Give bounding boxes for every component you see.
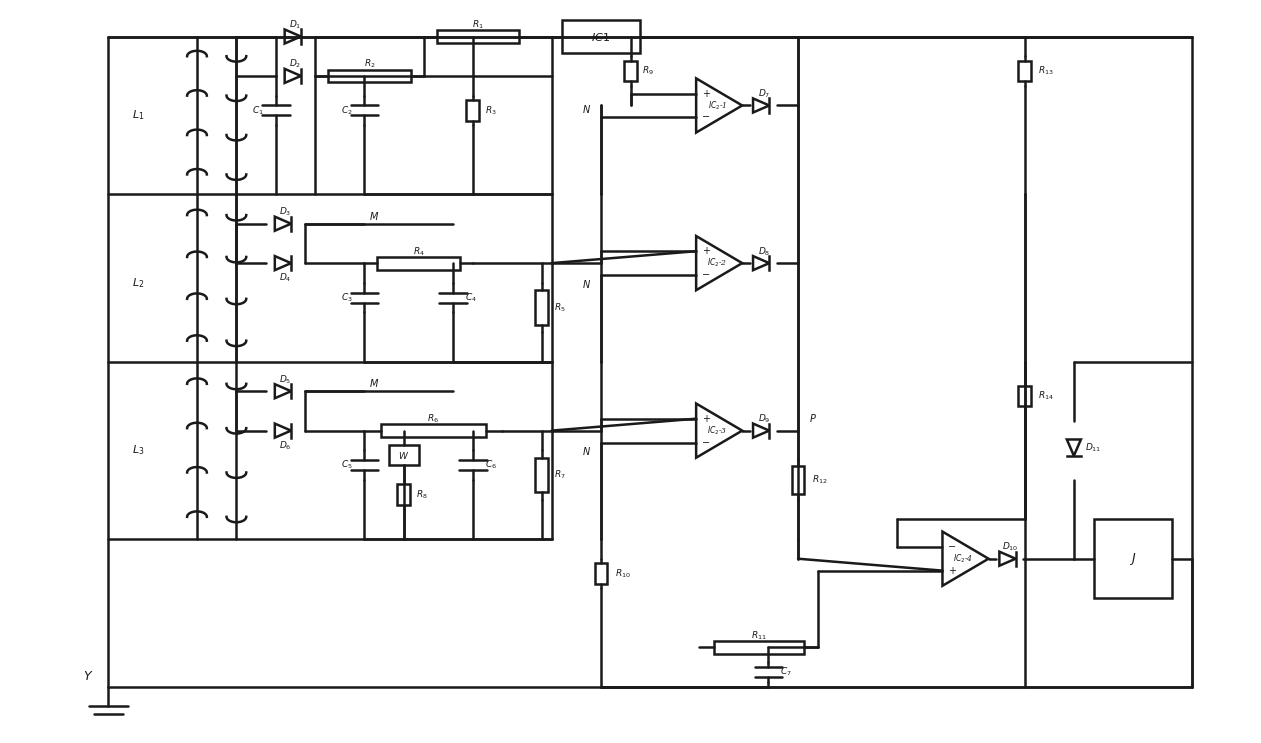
Text: $R_5$: $R_5$ bbox=[554, 301, 565, 314]
Text: $R_{10}$: $R_{10}$ bbox=[614, 567, 630, 580]
Bar bbox=[536, 458, 549, 492]
Text: $L_2$: $L_2$ bbox=[131, 276, 144, 290]
Bar bbox=[594, 563, 608, 584]
Text: $C_4$: $C_4$ bbox=[465, 291, 477, 304]
Text: $D_6$: $D_6$ bbox=[280, 439, 293, 452]
Text: −: − bbox=[702, 112, 710, 123]
Text: $R_{13}$: $R_{13}$ bbox=[1038, 65, 1054, 77]
Polygon shape bbox=[275, 384, 291, 398]
Polygon shape bbox=[285, 69, 301, 83]
Polygon shape bbox=[696, 78, 743, 132]
Text: $IC_2$-3: $IC_2$-3 bbox=[707, 424, 728, 437]
Bar bbox=[397, 484, 410, 505]
Text: $C_3$: $C_3$ bbox=[340, 291, 353, 304]
Text: $L_3$: $L_3$ bbox=[131, 444, 144, 457]
Text: $C_7$: $C_7$ bbox=[781, 666, 792, 678]
Polygon shape bbox=[696, 403, 743, 458]
Polygon shape bbox=[1067, 440, 1081, 455]
Text: $IC_2$-1: $IC_2$-1 bbox=[707, 100, 726, 111]
Polygon shape bbox=[285, 30, 301, 44]
Text: +: + bbox=[702, 246, 710, 256]
Polygon shape bbox=[1000, 551, 1015, 565]
Text: $M$: $M$ bbox=[369, 377, 380, 389]
Text: $IC1$: $IC1$ bbox=[591, 30, 610, 42]
Text: $D_{11}$: $D_{11}$ bbox=[1086, 441, 1102, 454]
Text: $D_5$: $D_5$ bbox=[280, 373, 291, 386]
Bar bbox=[436, 30, 520, 43]
Text: $C_2$: $C_2$ bbox=[340, 104, 353, 117]
Text: $P$: $P$ bbox=[808, 412, 817, 424]
Text: +: + bbox=[702, 414, 710, 424]
Text: $D_9$: $D_9$ bbox=[758, 412, 770, 425]
Text: −: − bbox=[702, 438, 710, 447]
Text: $R_{12}$: $R_{12}$ bbox=[812, 473, 827, 486]
Text: $R_6$: $R_6$ bbox=[427, 412, 439, 425]
Text: $R_7$: $R_7$ bbox=[554, 469, 565, 481]
Bar bbox=[1093, 519, 1173, 598]
Text: −: − bbox=[702, 270, 710, 280]
Polygon shape bbox=[275, 424, 291, 438]
Bar bbox=[390, 445, 419, 465]
Bar bbox=[377, 257, 460, 270]
Text: +: + bbox=[702, 88, 710, 99]
Polygon shape bbox=[275, 256, 291, 270]
Text: $IC_2$-2: $IC_2$-2 bbox=[707, 257, 728, 270]
Text: $C_6$: $C_6$ bbox=[484, 459, 497, 471]
Bar bbox=[467, 100, 479, 121]
Text: $D_2$: $D_2$ bbox=[289, 58, 301, 71]
Bar bbox=[381, 424, 485, 437]
Text: $R_{14}$: $R_{14}$ bbox=[1038, 390, 1054, 403]
Text: $R_1$: $R_1$ bbox=[472, 19, 484, 31]
Text: $N$: $N$ bbox=[581, 278, 590, 290]
Text: $D_4$: $D_4$ bbox=[280, 272, 293, 284]
Bar bbox=[1018, 61, 1031, 81]
Text: +: + bbox=[948, 565, 956, 576]
Text: $R_8$: $R_8$ bbox=[416, 488, 427, 501]
Text: $J$: $J$ bbox=[1130, 551, 1136, 567]
Polygon shape bbox=[696, 236, 743, 291]
Text: $R_9$: $R_9$ bbox=[642, 65, 654, 77]
Text: $Y$: $Y$ bbox=[83, 670, 93, 684]
Text: $C_1$: $C_1$ bbox=[252, 104, 264, 117]
Bar bbox=[561, 20, 641, 53]
Text: $N$: $N$ bbox=[581, 445, 590, 458]
Text: $D_{10}$: $D_{10}$ bbox=[1002, 541, 1019, 553]
Text: $W$: $W$ bbox=[398, 450, 410, 461]
Polygon shape bbox=[753, 256, 769, 270]
Text: $R_3$: $R_3$ bbox=[484, 104, 497, 117]
Polygon shape bbox=[753, 424, 769, 438]
Polygon shape bbox=[753, 98, 769, 112]
Text: $D_8$: $D_8$ bbox=[758, 245, 770, 258]
Text: $R_{11}$: $R_{11}$ bbox=[750, 629, 767, 642]
Polygon shape bbox=[275, 217, 291, 231]
Text: −: − bbox=[948, 542, 956, 552]
Polygon shape bbox=[942, 531, 989, 585]
Text: $N$: $N$ bbox=[581, 103, 590, 114]
Text: $C_5$: $C_5$ bbox=[340, 459, 353, 471]
Text: $M$: $M$ bbox=[369, 210, 380, 222]
Text: $IC_2$-4: $IC_2$-4 bbox=[953, 553, 973, 565]
Text: $L_1$: $L_1$ bbox=[131, 108, 144, 123]
Text: $R_4$: $R_4$ bbox=[412, 245, 425, 258]
Text: $R_2$: $R_2$ bbox=[363, 58, 376, 71]
Bar bbox=[714, 641, 803, 654]
Text: $D_3$: $D_3$ bbox=[280, 206, 291, 218]
Bar bbox=[536, 291, 549, 325]
Bar bbox=[1018, 386, 1031, 406]
Text: $D_1$: $D_1$ bbox=[289, 19, 301, 31]
Text: $D_7$: $D_7$ bbox=[758, 88, 770, 100]
Bar bbox=[328, 70, 411, 82]
Bar bbox=[624, 61, 637, 81]
Bar bbox=[792, 466, 805, 493]
